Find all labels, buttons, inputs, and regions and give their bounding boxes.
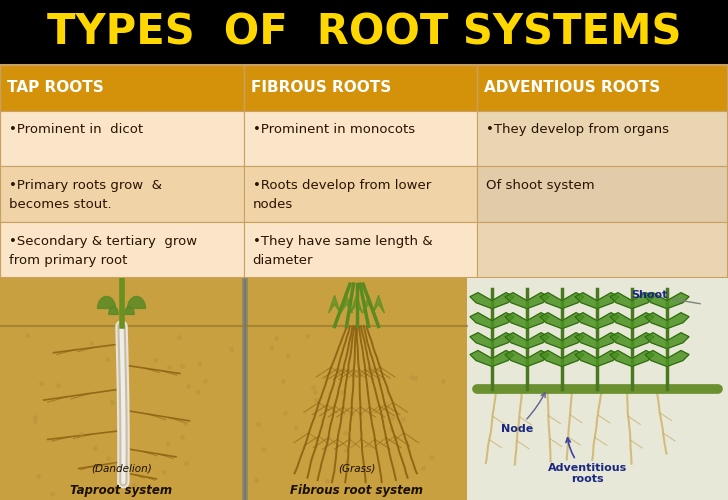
Polygon shape <box>492 292 514 308</box>
Polygon shape <box>562 350 584 366</box>
Polygon shape <box>667 312 689 328</box>
Text: Taproot system: Taproot system <box>71 484 173 496</box>
Polygon shape <box>610 350 632 366</box>
Polygon shape <box>575 312 597 328</box>
Polygon shape <box>328 296 341 313</box>
Text: •Roots develop from lower
nodes: •Roots develop from lower nodes <box>253 179 431 211</box>
Polygon shape <box>373 296 384 313</box>
Polygon shape <box>492 332 514 348</box>
Bar <box>477 166 728 222</box>
Text: •Secondary & tertiary  grow
from primary root: •Secondary & tertiary grow from primary … <box>9 234 197 266</box>
Polygon shape <box>645 350 667 366</box>
Bar <box>244 65 477 110</box>
Polygon shape <box>470 332 492 348</box>
Text: •They have same length &
diameter: •They have same length & diameter <box>253 234 432 266</box>
Polygon shape <box>124 306 134 314</box>
Polygon shape <box>527 312 549 328</box>
Bar <box>477 222 728 278</box>
Polygon shape <box>350 296 363 313</box>
Polygon shape <box>108 306 118 314</box>
Bar <box>0 166 244 222</box>
Polygon shape <box>597 350 619 366</box>
Text: ADVENTIOUS ROOTS: ADVENTIOUS ROOTS <box>484 80 660 96</box>
Polygon shape <box>492 312 514 328</box>
Text: Of shoot system: Of shoot system <box>486 179 594 192</box>
Text: TYPES  OF  ROOT SYSTEMS: TYPES OF ROOT SYSTEMS <box>47 12 681 53</box>
Text: FIBROUS ROOTS: FIBROUS ROOTS <box>251 80 392 96</box>
Polygon shape <box>527 292 549 308</box>
Polygon shape <box>575 292 597 308</box>
Text: Node: Node <box>501 392 545 434</box>
Bar <box>0 278 243 500</box>
Polygon shape <box>505 292 527 308</box>
Polygon shape <box>667 332 689 348</box>
Text: (Dandelion): (Dandelion) <box>91 464 152 473</box>
Bar <box>467 278 728 500</box>
Polygon shape <box>470 350 492 366</box>
Polygon shape <box>610 312 632 328</box>
Polygon shape <box>127 296 146 308</box>
Polygon shape <box>610 292 632 308</box>
Polygon shape <box>470 292 492 308</box>
Polygon shape <box>667 292 689 308</box>
Text: •Prominent in  dicot: •Prominent in dicot <box>9 124 143 136</box>
Text: Shoot: Shoot <box>632 290 700 304</box>
Text: Fibrous root system: Fibrous root system <box>290 484 423 496</box>
Polygon shape <box>562 292 584 308</box>
Polygon shape <box>540 312 562 328</box>
Polygon shape <box>632 332 654 348</box>
Polygon shape <box>562 312 584 328</box>
Polygon shape <box>470 312 492 328</box>
Polygon shape <box>527 332 549 348</box>
Polygon shape <box>645 312 667 328</box>
Text: •Primary roots grow  &
becomes stout.: •Primary roots grow & becomes stout. <box>9 179 162 211</box>
Polygon shape <box>610 332 632 348</box>
Polygon shape <box>540 332 562 348</box>
Text: •They develop from organs: •They develop from organs <box>486 124 668 136</box>
Polygon shape <box>597 312 619 328</box>
Bar <box>0 110 244 166</box>
Bar <box>0 65 244 110</box>
Polygon shape <box>363 296 374 313</box>
Bar <box>477 110 728 166</box>
Text: (Grass): (Grass) <box>338 464 375 473</box>
Polygon shape <box>632 312 654 328</box>
Polygon shape <box>597 332 619 348</box>
Text: •Prominent in monocots: •Prominent in monocots <box>253 124 415 136</box>
Polygon shape <box>632 292 654 308</box>
Bar <box>244 166 477 222</box>
Polygon shape <box>562 332 584 348</box>
Polygon shape <box>527 350 549 366</box>
Text: TAP ROOTS: TAP ROOTS <box>7 80 104 96</box>
Polygon shape <box>645 332 667 348</box>
Polygon shape <box>540 350 562 366</box>
Polygon shape <box>540 292 562 308</box>
Bar <box>477 65 728 110</box>
Polygon shape <box>505 350 527 366</box>
Text: Adventitious
roots: Adventitious roots <box>548 438 627 484</box>
Bar <box>244 222 477 278</box>
Polygon shape <box>505 332 527 348</box>
Polygon shape <box>98 296 116 308</box>
Polygon shape <box>341 296 352 313</box>
Polygon shape <box>597 292 619 308</box>
Polygon shape <box>667 350 689 366</box>
Polygon shape <box>645 292 667 308</box>
Polygon shape <box>492 350 514 366</box>
Polygon shape <box>632 350 654 366</box>
Polygon shape <box>505 312 527 328</box>
Polygon shape <box>575 332 597 348</box>
Bar <box>0 222 244 278</box>
Bar <box>246 278 467 500</box>
Polygon shape <box>575 350 597 366</box>
Bar <box>244 110 477 166</box>
